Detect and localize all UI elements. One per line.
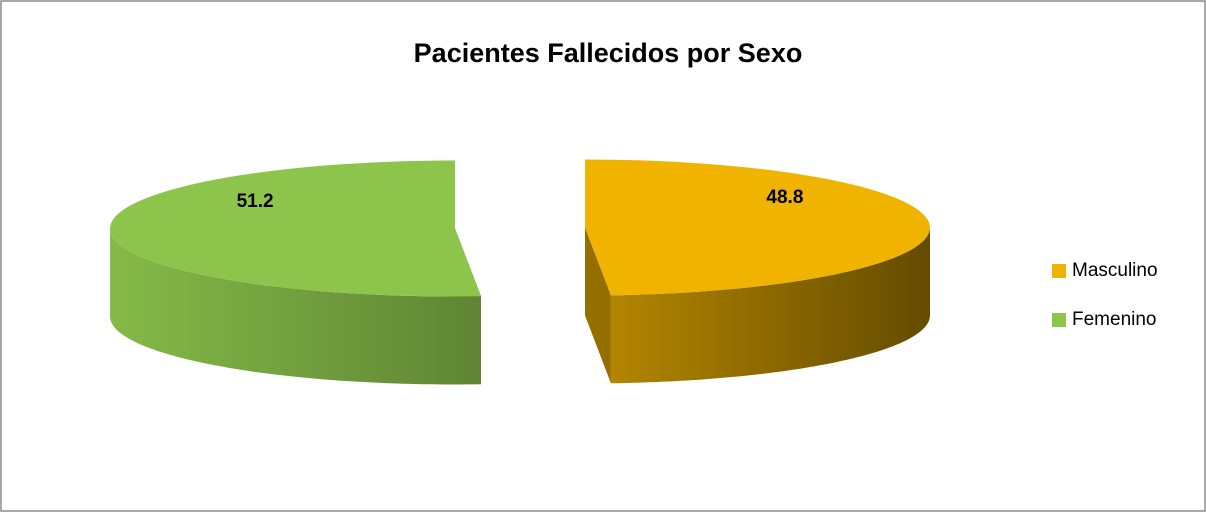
legend-swatch bbox=[1052, 313, 1066, 327]
slice bbox=[110, 160, 481, 385]
slice-top bbox=[110, 160, 481, 297]
slice-side-wall bbox=[610, 227, 930, 384]
data-label: 48.8 bbox=[766, 187, 803, 208]
data-label: 51.2 bbox=[237, 191, 274, 212]
slice-top bbox=[585, 159, 930, 296]
slice-edge-wall bbox=[585, 227, 611, 384]
slice bbox=[585, 159, 930, 384]
legend-label: Masculino bbox=[1072, 260, 1158, 281]
chart-title: Pacientes Fallecidos por Sexo bbox=[414, 38, 803, 68]
slice-side-wall bbox=[110, 228, 481, 385]
legend-swatch bbox=[1052, 264, 1066, 278]
legend-label: Femenino bbox=[1072, 309, 1157, 330]
